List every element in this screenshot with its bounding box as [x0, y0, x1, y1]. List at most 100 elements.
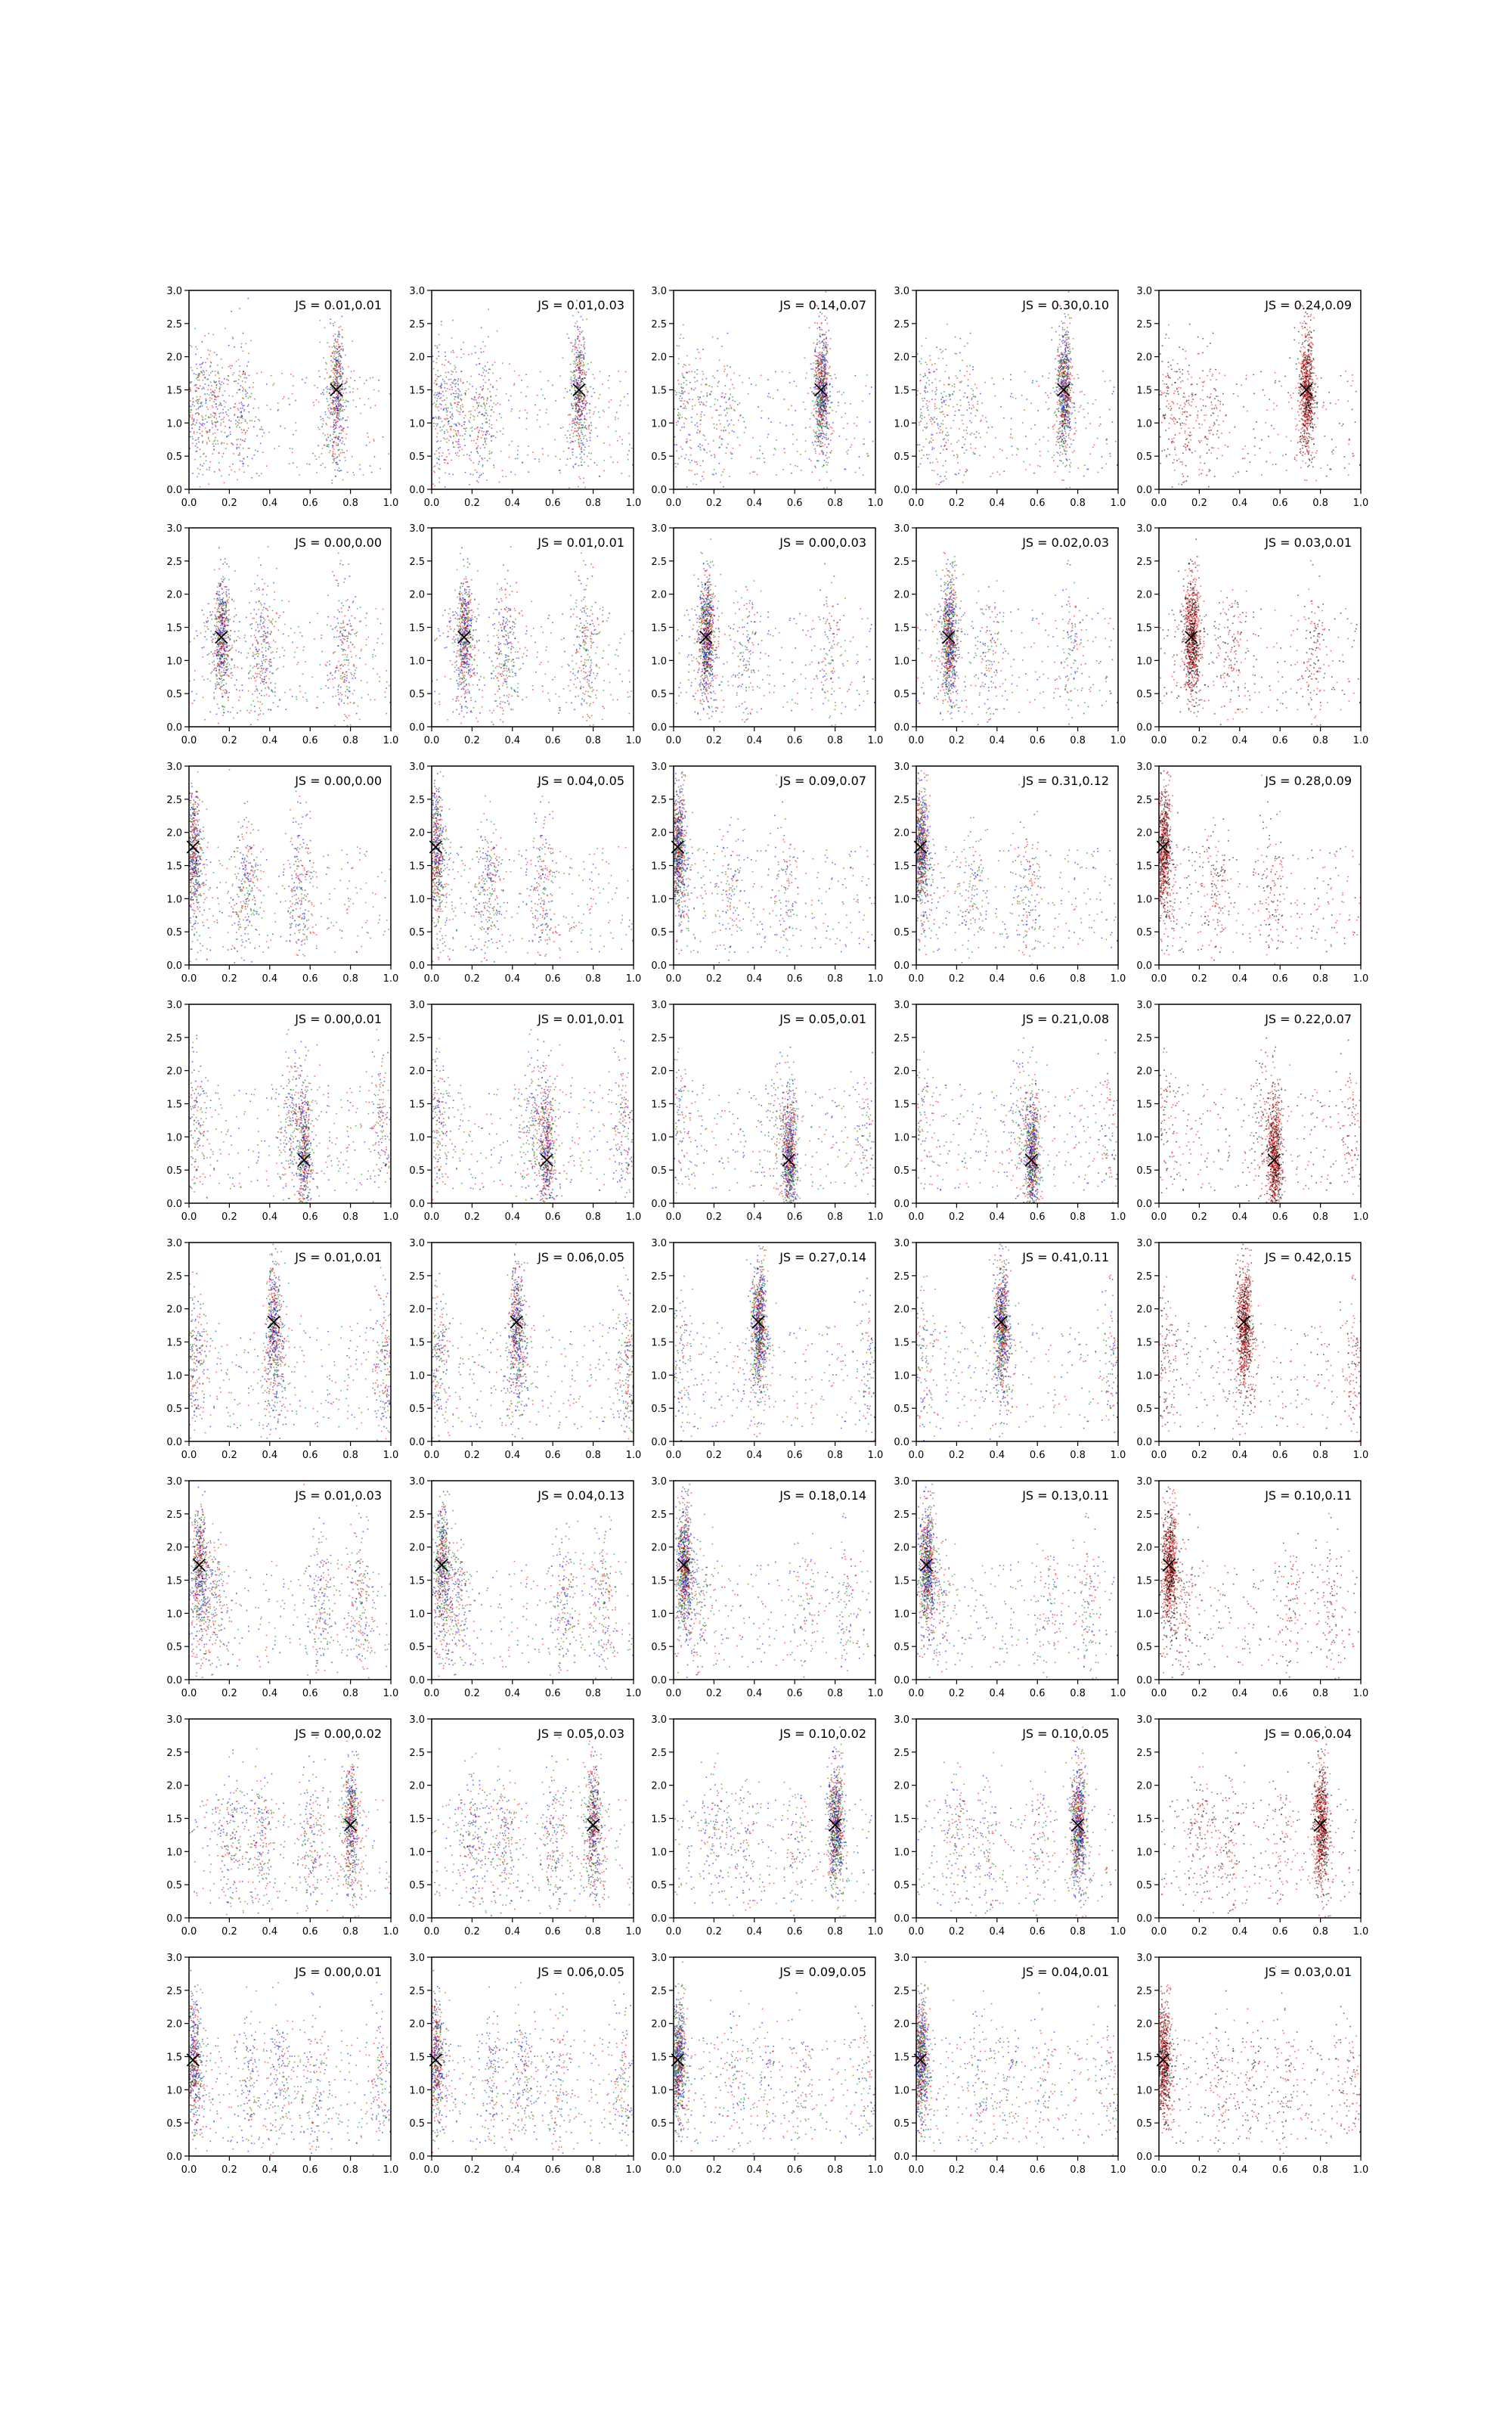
x-tick-label: 1.0 [1353, 1688, 1369, 1699]
x-tick-label: 0.6 [787, 1450, 803, 1461]
x-tick-label: 0.6 [1272, 1926, 1288, 1938]
y-tick-label: 0.5 [651, 1404, 667, 1415]
x-tick-label: 1.0 [1111, 1450, 1126, 1461]
y-tick-label: 2.5 [894, 557, 909, 568]
scatter-points [189, 1484, 391, 1680]
js-annotation: JS = 0.05,0.01 [779, 1012, 866, 1026]
y-tick-label: 0.0 [1136, 960, 1152, 972]
y-tick-label: 2.0 [166, 590, 182, 601]
y-tick-label: 1.5 [1136, 623, 1152, 634]
y-tick-label: 0.5 [166, 1880, 182, 1891]
panel-r1-c3: 0.0 0.2 0.4 0.6 0.8 1.0 0.0 0.5 1.0 1.5 2.0 2.5 3.0 J… [651, 286, 883, 509]
y-tick-label: 0.0 [1136, 2152, 1152, 2163]
y-tick-label: 1.5 [166, 2052, 182, 2064]
panel-r8-c4: 0.0 0.2 0.4 0.6 0.8 1.0 0.0 0.5 1.0 1.5 2.0 2.5 3.0 J… [894, 1953, 1126, 2176]
y-tick-label: 2.5 [409, 557, 425, 568]
x-tick-label: 0.8 [1312, 1212, 1328, 1223]
js-annotation: JS = 0.03,0.01 [1264, 1965, 1352, 1979]
y-tick-label: 1.0 [1136, 1847, 1152, 1858]
y-tick-label: 0.5 [409, 1165, 425, 1177]
y-tick-label: 0.5 [651, 1880, 667, 1891]
x-tick-label: 0.2 [949, 1688, 965, 1699]
y-tick-label: 1.5 [894, 1814, 909, 1826]
y-tick-label: 2.5 [894, 1748, 909, 1759]
target-marker [751, 1315, 765, 1329]
target-marker [913, 840, 927, 854]
y-tick-label: 1.5 [651, 623, 667, 634]
y-tick-label: 0.0 [651, 960, 667, 972]
y-tick-label: 3.0 [166, 1714, 182, 1726]
x-tick-label: 0.0 [909, 498, 925, 509]
x-tick-label: 0.4 [989, 1688, 1005, 1699]
x-tick-label: 0.2 [949, 1450, 965, 1461]
panel-r4-c1: 0.0 0.2 0.4 0.6 0.8 1.0 0.0 0.5 1.0 1.5 2.0 2.5 3.0 J… [166, 1000, 398, 1223]
x-tick-label: 0.8 [585, 1212, 601, 1223]
x-tick-label: 0.2 [464, 735, 480, 746]
panel-r5-c4: 0.0 0.2 0.4 0.6 0.8 1.0 0.0 0.5 1.0 1.5 2.0 2.5 3.0 J… [894, 1238, 1126, 1461]
target-marker [186, 840, 200, 854]
y-tick-label: 1.0 [409, 1370, 425, 1382]
y-tick-label: 2.5 [894, 319, 909, 330]
panel-r2-c2: 0.0 0.2 0.4 0.6 0.8 1.0 0.0 0.5 1.0 1.5 2.0 2.5 3.0 J… [409, 523, 641, 746]
y-tick-label: 1.0 [894, 418, 909, 430]
panel-r3-c1: 0.0 0.2 0.4 0.6 0.8 1.0 0.0 0.5 1.0 1.5 2.0 2.5 3.0 J… [166, 762, 398, 985]
x-tick-label: 1.0 [868, 1688, 884, 1699]
y-tick-label: 3.0 [1136, 1953, 1152, 1964]
y-tick-label: 3.0 [166, 286, 182, 297]
panel-r6-c2: 0.0 0.2 0.4 0.6 0.8 1.0 0.0 0.5 1.0 1.5 2.0 2.5 3.0 J… [409, 1476, 641, 1699]
x-tick-label: 0.2 [949, 498, 965, 509]
target-marker [1300, 383, 1313, 397]
y-tick-label: 2.0 [166, 1066, 182, 1078]
panel-r6-c1: 0.0 0.2 0.4 0.6 0.8 1.0 0.0 0.5 1.0 1.5 2.0 2.5 3.0 J… [166, 1476, 398, 1699]
panel-r5-c3: 0.0 0.2 0.4 0.6 0.8 1.0 0.0 0.5 1.0 1.5 2.0 2.5 3.0 J… [651, 1238, 883, 1461]
y-tick-label: 1.5 [166, 861, 182, 873]
x-tick-label: 0.4 [1232, 1688, 1247, 1699]
scatter-points [189, 1243, 391, 1441]
x-tick-label: 0.2 [464, 2164, 480, 2176]
target-marker [677, 1558, 690, 1571]
x-tick-label: 0.2 [949, 973, 965, 985]
panel-r7-c5: 0.0 0.2 0.4 0.6 0.8 1.0 0.0 0.5 1.0 1.5 2.0 2.5 3.0 J… [1136, 1714, 1368, 1938]
panel-r8-c1: 0.0 0.2 0.4 0.6 0.8 1.0 0.0 0.5 1.0 1.5 2.0 2.5 3.0 J… [166, 1953, 398, 2176]
x-tick-label: 1.0 [626, 735, 642, 746]
x-tick-label: 0.2 [1191, 2164, 1207, 2176]
y-tick-label: 1.0 [166, 1132, 182, 1143]
y-tick-label: 1.5 [1136, 1576, 1152, 1587]
y-tick-label: 1.0 [166, 1847, 182, 1858]
y-tick-label: 1.5 [651, 386, 667, 397]
x-tick-label: 0.6 [1030, 973, 1046, 985]
scatter-points [674, 1961, 875, 2156]
panel-r6-c5: 0.0 0.2 0.4 0.6 0.8 1.0 0.0 0.5 1.0 1.5 2.0 2.5 3.0 J… [1136, 1476, 1368, 1699]
y-tick-label: 3.0 [1136, 1000, 1152, 1011]
y-tick-label: 3.0 [1136, 1476, 1152, 1488]
y-tick-label: 1.5 [894, 1338, 909, 1349]
y-tick-label: 2.0 [166, 1305, 182, 1316]
x-tick-label: 0.2 [949, 735, 965, 746]
x-tick-label: 0.2 [706, 1926, 722, 1938]
x-tick-label: 0.6 [545, 2164, 561, 2176]
y-tick-label: 0.5 [894, 1642, 909, 1653]
x-tick-label: 0.2 [949, 1212, 965, 1223]
y-tick-label: 1.0 [1136, 894, 1152, 905]
x-tick-label: 1.0 [868, 1450, 884, 1461]
x-tick-label: 1.0 [1353, 1926, 1369, 1938]
panel-r2-c5: 0.0 0.2 0.4 0.6 0.8 1.0 0.0 0.5 1.0 1.5 2.0 2.5 3.0 J… [1136, 523, 1368, 746]
y-tick-label: 2.0 [409, 1543, 425, 1554]
x-tick-label: 0.2 [1191, 973, 1207, 985]
scatter-points [1159, 1022, 1361, 1203]
x-tick-label: 0.4 [1232, 735, 1247, 746]
y-tick-label: 0.0 [166, 1675, 182, 1686]
x-tick-label: 1.0 [626, 973, 642, 985]
y-tick-label: 2.5 [1136, 319, 1152, 330]
js-annotation: JS = 0.01,0.01 [294, 298, 382, 312]
y-tick-label: 0.0 [409, 1913, 425, 1925]
x-tick-label: 0.0 [424, 1450, 440, 1461]
y-tick-label: 2.0 [1136, 352, 1152, 364]
js-annotation: JS = 0.31,0.12 [1021, 774, 1109, 788]
x-tick-label: 0.6 [787, 1212, 803, 1223]
target-marker [671, 2053, 684, 2067]
y-tick-label: 2.0 [894, 828, 909, 839]
x-tick-label: 0.8 [827, 1688, 843, 1699]
target-marker [919, 1558, 933, 1571]
